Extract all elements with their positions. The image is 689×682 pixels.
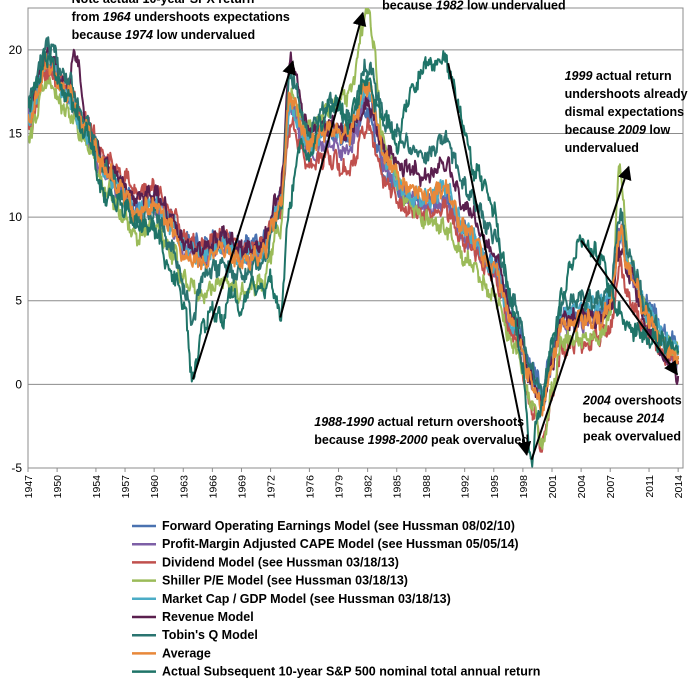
annotation-segment: actual return overshoots xyxy=(374,415,524,429)
annotation-segment: Note actual 10-year SPX return xyxy=(72,0,255,6)
annotation-segment: low undervalued xyxy=(464,0,566,12)
x-tick-label: 1995 xyxy=(489,475,501,499)
y-tick-label: 0 xyxy=(15,377,22,391)
y-tick-label: 20 xyxy=(9,43,23,57)
x-tick-label: 2014 xyxy=(673,475,685,499)
series-line-2 xyxy=(28,66,680,453)
legend: Forward Operating Earnings Model (see Hu… xyxy=(132,519,540,679)
y-tick-label: 15 xyxy=(9,126,23,140)
x-tick-label: 2011 xyxy=(644,475,656,498)
annotation-segment: 1964 xyxy=(103,10,131,24)
y-tick-label: 5 xyxy=(15,294,22,308)
annotation-segment: dismal expectations xyxy=(565,105,685,119)
x-tick-label: 1954 xyxy=(91,475,103,499)
annotation-segment: undershoots already xyxy=(565,87,688,101)
annotation-segment: peak overvalued xyxy=(428,433,529,447)
annotation-segment: 2014 xyxy=(636,411,665,425)
x-tick-label: 1992 xyxy=(460,475,472,499)
series-lines xyxy=(28,8,680,468)
legend-label-7: Average xyxy=(162,646,211,660)
annotation-1: 1972 actual return undershootsbecause 19… xyxy=(382,0,568,12)
x-tick-label: 1963 xyxy=(178,475,190,499)
annotation-0: Note actual 10-year SPX returnfrom 1964 … xyxy=(72,0,290,42)
legend-label-2: Dividend Model (see Hussman 03/18/13) xyxy=(162,555,399,569)
annotation-segment: 1999 xyxy=(565,69,593,83)
annotation-arrow-3 xyxy=(530,165,632,460)
annotation-segment: low xyxy=(646,123,671,137)
annotation-segment: because xyxy=(72,28,126,42)
annotation-arrow-0 xyxy=(192,60,296,380)
legend-label-8: Actual Subsequent 10-year S&P 500 nomina… xyxy=(162,665,540,679)
legend-label-4: Market Cap / GDP Model (see Hussman 03/1… xyxy=(162,592,451,606)
legend-label-0: Forward Operating Earnings Model (see Hu… xyxy=(162,519,515,533)
x-tick-labels: 1947 1950 1954 1957 1960 1963 1966 1969 1972 1976… xyxy=(23,468,685,498)
annotation-segment: because xyxy=(583,411,637,425)
annotation-arrow-2 xyxy=(447,63,532,456)
series-line-7 xyxy=(28,52,680,417)
legend-label-3: Shiller P/E Model (see Hussman 03/18/13) xyxy=(162,574,408,588)
annotation-arrows xyxy=(192,11,678,460)
legend-label-6: Tobin's Q Model xyxy=(162,628,258,642)
legend-label-1: Profit-Margin Adjusted CAPE Model (see H… xyxy=(162,537,519,551)
x-tick-label: 1972 xyxy=(266,475,278,499)
annotation-arrow-1 xyxy=(279,11,367,318)
annotation-segment: 1988-1990 xyxy=(314,415,374,429)
y-tick-labels: -5 0 5 10 15 20 xyxy=(9,43,23,475)
annotation-segment: undervalued xyxy=(565,141,639,155)
x-tick-label: 1960 xyxy=(149,475,161,499)
x-tick-label: 2007 xyxy=(605,475,617,499)
annotation-arrow-4 xyxy=(580,239,678,376)
annotation-segment: because xyxy=(314,433,368,447)
annotation-segment: overshoots xyxy=(611,393,682,407)
annotation-segment: 1998-2000 xyxy=(368,433,428,447)
series-line-3 xyxy=(28,8,680,450)
x-tick-label: 2001 xyxy=(547,475,559,499)
annotation-segment: 2004 xyxy=(582,393,611,407)
x-tick-label: 1966 xyxy=(207,475,219,499)
x-tick-label: 1988 xyxy=(421,475,433,499)
plot-frame xyxy=(27,7,684,469)
x-tick-label: 1985 xyxy=(392,475,404,499)
y-tick-label: 10 xyxy=(9,210,23,224)
annotations: Note actual 10-year SPX returnfrom 1964 … xyxy=(72,0,688,447)
annotation-segment: from xyxy=(72,10,103,24)
annotation-segment: undershoots expectations xyxy=(131,10,290,24)
x-tick-label: 1950 xyxy=(52,475,64,499)
x-tick-label: 1998 xyxy=(518,475,530,499)
legend-label-5: Revenue Model xyxy=(162,610,254,624)
annotation-segment: because xyxy=(565,123,619,137)
annotation-4: 2004 overshoots because 2014 peak overvalu… xyxy=(582,393,682,443)
annotation-segment: 1974 xyxy=(125,28,153,42)
x-tick-label: 1969 xyxy=(236,475,248,499)
annotation-segment: because xyxy=(382,0,436,12)
annotation-segment: 1982 xyxy=(436,0,464,12)
x-tick-label: 1957 xyxy=(120,475,132,499)
annotation-3: 1988-1990 actual return overshoots becaus… xyxy=(314,415,529,447)
x-tick-label: 1982 xyxy=(363,475,375,499)
x-tick-label: 1979 xyxy=(334,475,346,499)
annotation-segment: 2009 xyxy=(617,123,646,137)
x-tick-label: 1976 xyxy=(304,475,316,499)
annotation-segment: peak overvalued xyxy=(583,429,681,443)
annotation-segment: actual return xyxy=(592,69,671,83)
y-tick-label: -5 xyxy=(11,461,22,475)
annotation-segment: low undervalued xyxy=(153,28,255,42)
series-line-8 xyxy=(28,49,680,468)
annotation-2: 1999 actual return undershoots already dis… xyxy=(565,69,688,155)
x-tick-label: 2004 xyxy=(576,475,588,499)
x-tick-label: 1947 xyxy=(23,475,35,499)
